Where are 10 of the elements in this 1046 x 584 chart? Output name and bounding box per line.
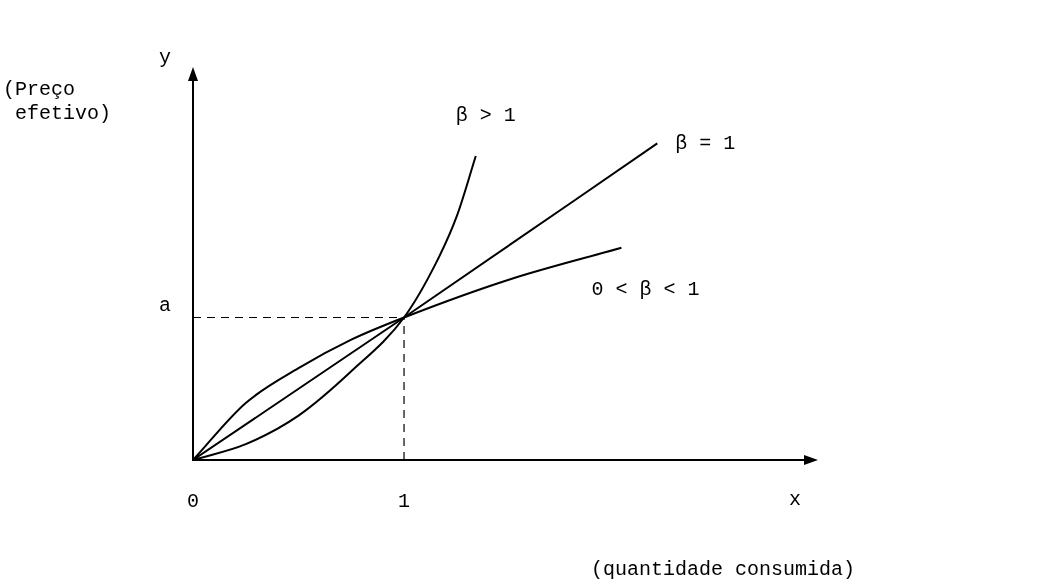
series-label: β > 1 [455, 104, 516, 128]
ref-line-label: a [158, 293, 171, 317]
y-axis-title: y [158, 46, 171, 70]
text: (quantidade consumida) [590, 558, 855, 582]
x-tick-label: 1 [398, 490, 411, 514]
text: (Preço efetivo) [3, 78, 112, 126]
x-axis-title: x [788, 488, 802, 512]
x-tick-label: 0 [186, 490, 200, 514]
series-label: β = 1 [675, 131, 736, 155]
series-label: 0 < β < 1 [591, 278, 700, 302]
